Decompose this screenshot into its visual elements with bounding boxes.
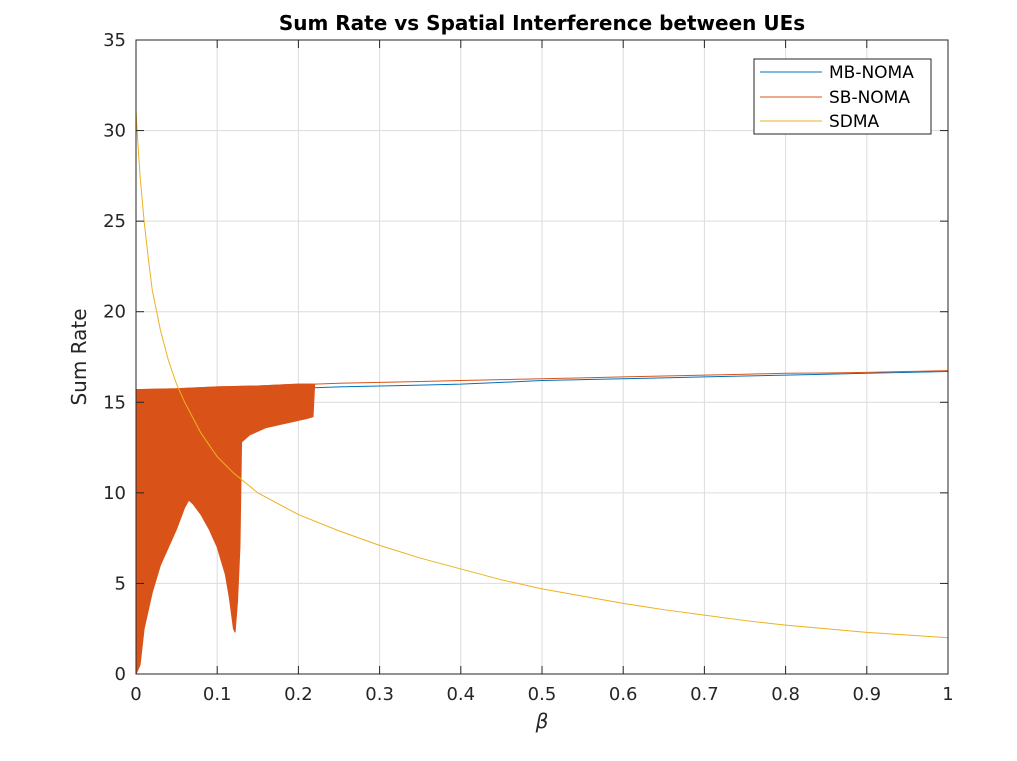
y-tick-label: 10 — [103, 483, 126, 504]
y-tick-label: 25 — [103, 211, 126, 232]
y-tick-label: 15 — [103, 392, 126, 413]
y-tick-label: 0 — [115, 664, 126, 685]
y-tick-label: 30 — [103, 121, 126, 142]
x-tick-label: 0.5 — [528, 684, 557, 705]
x-tick-label: 1 — [942, 684, 953, 705]
x-tick-label: 0.9 — [852, 684, 881, 705]
series-line-mb-noma — [314, 370, 949, 389]
x-axis-label: β — [535, 709, 549, 733]
x-tick-label: 0.2 — [284, 684, 313, 705]
legend-label-mb-noma: MB-NOMA — [829, 63, 914, 83]
y-axis-label: Sum Rate — [67, 308, 91, 405]
legend: MB-NOMA SB-NOMA SDMA — [753, 58, 932, 135]
y-tick-label: 35 — [103, 30, 126, 51]
ticks: 0 0.1 0.2 0.3 0.4 0.5 0.6 0.7 0.8 0.9 105101520253… — [103, 30, 954, 705]
grid — [136, 40, 948, 674]
x-tick-label: 0.1 — [203, 684, 232, 705]
x-tick-label: 0.8 — [771, 684, 800, 705]
sb-noma-oscillation-band — [135, 383, 316, 675]
x-tick-label: 0.6 — [609, 684, 638, 705]
y-tick-label: 5 — [115, 573, 126, 594]
series-layer — [135, 110, 949, 675]
x-tick-label: 0 — [130, 684, 141, 705]
series-line-sdma — [135, 110, 949, 639]
series-line-sb-noma — [135, 370, 949, 391]
legend-label-sdma: SDMA — [829, 112, 880, 132]
chart-title: Sum Rate vs Spatial Interference between… — [279, 11, 805, 35]
x-tick-label: 0.4 — [446, 684, 475, 705]
x-tick-label: 0.7 — [690, 684, 719, 705]
legend-label-sb-noma: SB-NOMA — [829, 88, 910, 108]
y-tick-label: 20 — [103, 302, 126, 323]
x-tick-label: 0.3 — [365, 684, 394, 705]
